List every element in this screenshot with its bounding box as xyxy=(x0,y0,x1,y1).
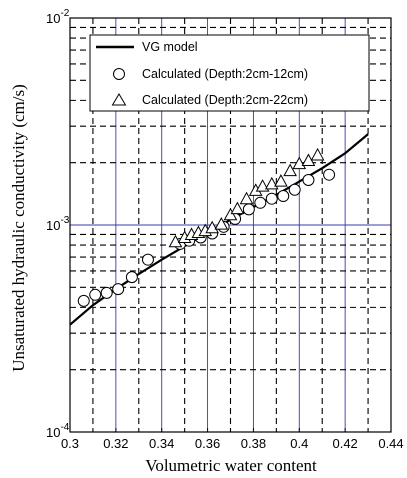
legend: VG model Calculated (Depth:2cm-12cm) Cal… xyxy=(89,34,370,112)
data-point-circle xyxy=(112,283,125,296)
data-point-circle xyxy=(77,294,90,307)
data-point-circle xyxy=(100,286,113,299)
data-point-triangle xyxy=(274,174,288,187)
data-point-circle xyxy=(89,288,102,301)
x-tick-label: 0.32 xyxy=(103,436,128,451)
calculated-12cm-series xyxy=(77,168,336,307)
data-point-circle xyxy=(141,253,154,266)
y-tick-label: 10-2 xyxy=(46,8,70,26)
data-point-circle xyxy=(125,271,138,284)
x-tick-label: 0.36 xyxy=(195,436,220,451)
x-axis-title: Volumetric water content xyxy=(145,456,317,475)
data-point-triangle xyxy=(214,217,229,230)
data-point-circle xyxy=(277,190,290,203)
data-point-circle xyxy=(323,168,336,181)
legend-label-12cm: Calculated (Depth:2cm-12cm) xyxy=(142,67,308,81)
data-point-triangle xyxy=(310,147,325,161)
data-point-triangle xyxy=(283,163,297,177)
data-point-circle xyxy=(242,203,255,216)
x-tick-label: 0.44 xyxy=(378,436,403,451)
data-point-circle xyxy=(288,183,301,196)
x-tick-label: 0.38 xyxy=(241,436,266,451)
data-point-triangle xyxy=(230,201,245,215)
x-tick-label: 0.42 xyxy=(332,436,357,451)
y-tick-label: 10-3 xyxy=(46,215,70,233)
data-point-circle xyxy=(254,196,267,209)
plot-frame xyxy=(69,17,392,433)
data-point-triangle xyxy=(255,179,270,192)
x-tick-label: 0.3 xyxy=(61,436,79,451)
y-axis-title: Unsaturated hydraulic conductivity (cm/s… xyxy=(9,84,28,372)
legend-circle-swatch xyxy=(113,68,125,80)
x-tick-label: 0.4 xyxy=(290,436,308,451)
data-point-triangle xyxy=(168,234,183,248)
legend-label-22cm: Calculated (Depth:2cm-22cm) xyxy=(142,93,308,107)
data-point-circle xyxy=(302,173,315,186)
legend-label-vg: VG model xyxy=(142,40,198,54)
y-axis-ticks: 10-4 10-3 10-2 xyxy=(46,8,70,440)
legend-box xyxy=(89,34,370,112)
legend-triangle-swatch xyxy=(111,93,127,106)
y-tick-label: 10-4 xyxy=(46,422,70,440)
data-point-triangle xyxy=(239,191,254,205)
data-point-triangle xyxy=(205,220,219,234)
calculated-22cm-series xyxy=(168,147,325,248)
data-point-circle xyxy=(265,192,278,205)
data-point-triangle xyxy=(223,207,238,221)
x-tick-label: 0.34 xyxy=(149,436,174,451)
x-axis-ticks: 0.3 0.32 0.34 0.36 0.38 0.4 0.42 0.44 xyxy=(61,428,404,451)
